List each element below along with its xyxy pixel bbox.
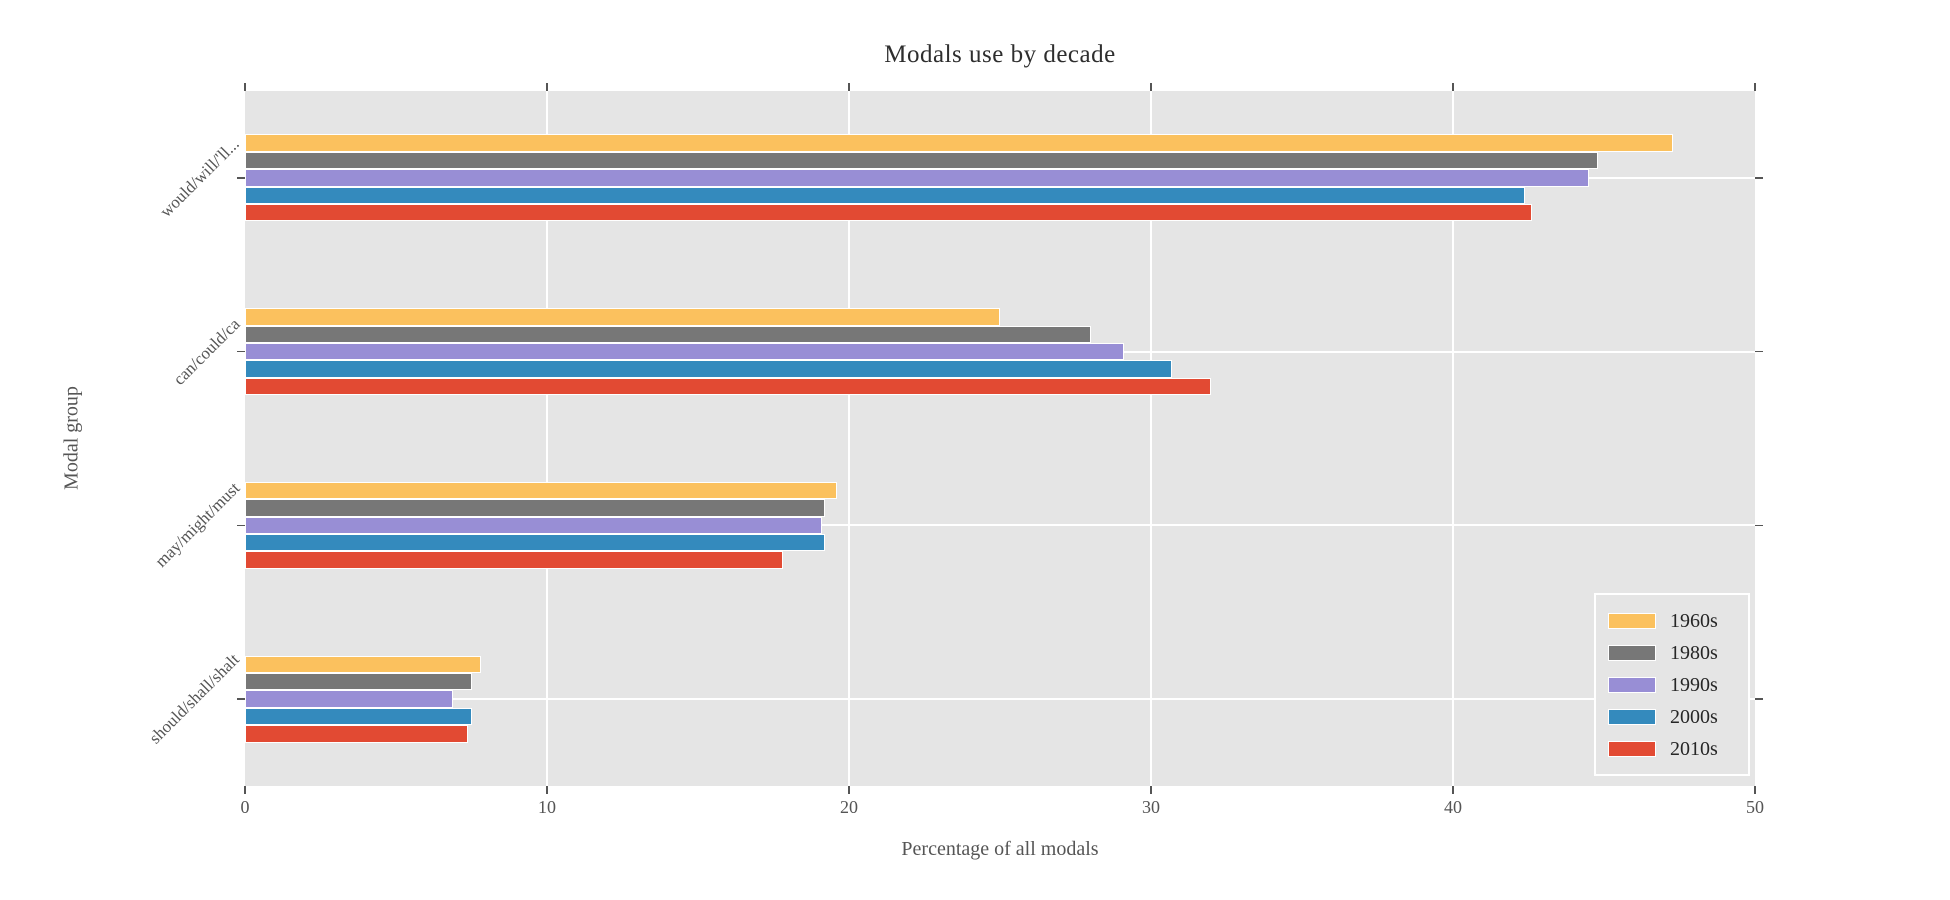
x-tick [1150, 83, 1152, 91]
bar-2000s [245, 707, 472, 726]
y-tick [1755, 177, 1763, 179]
x-tick [244, 786, 246, 794]
bar-2000s [245, 186, 1526, 204]
legend-label: 2010s [1670, 737, 1718, 760]
plot-area [245, 91, 1755, 786]
bar-2010s [245, 551, 783, 569]
bar-2010s [245, 725, 469, 743]
bar-1980s [245, 151, 1598, 170]
x-axis-label: Percentage of all modals [901, 838, 1099, 860]
x-tick-label: 50 [1746, 797, 1764, 817]
bar-1960s [245, 481, 837, 500]
x-tick [848, 83, 850, 91]
x-tick-label: 0 [240, 797, 250, 817]
gridline-x-30 [1150, 91, 1152, 786]
x-tick [244, 83, 246, 91]
legend-item-1990s: 1990s [1608, 669, 1748, 701]
legend-item-1980s: 1980s [1608, 637, 1748, 669]
bar-2010s [245, 203, 1532, 222]
category-label: should/shall/shalt [145, 649, 244, 748]
x-tick [1150, 786, 1152, 794]
x-tick-label: 40 [1444, 797, 1462, 817]
x-tick [1452, 786, 1454, 794]
x-tick [546, 786, 548, 794]
legend-item-2010s: 2010s [1608, 733, 1748, 765]
category-label: would/will/'ll... [156, 134, 244, 221]
category-label: can/could/ca [169, 314, 244, 389]
legend-item-1960s: 1960s [1608, 605, 1748, 637]
x-tick [546, 83, 548, 91]
legend-swatch-1980s [1608, 645, 1656, 661]
gridline-x-40 [1452, 91, 1454, 786]
x-tick [1754, 786, 1756, 794]
bar-1990s [245, 169, 1589, 187]
y-tick [1755, 524, 1763, 527]
legend-label: 1960s [1670, 609, 1718, 632]
y-tick [237, 177, 245, 179]
y-tick [237, 350, 245, 353]
bar-1980s [245, 673, 472, 691]
legend-label: 1990s [1670, 673, 1718, 696]
bar-2010s [245, 377, 1212, 396]
legend-swatch-1990s [1608, 677, 1656, 693]
gridline-y [245, 698, 1755, 701]
legend: 1960s 1980s 1990s 2000s 2010s [1594, 593, 1750, 776]
y-axis-label: Modal group [60, 386, 83, 490]
legend-item-2000s: 2000s [1608, 701, 1748, 733]
bar-2000s [245, 360, 1173, 378]
y-tick [1755, 350, 1763, 353]
legend-swatch-2000s [1608, 709, 1656, 725]
bar-1990s [245, 690, 454, 708]
x-tick-label: 20 [840, 797, 858, 817]
x-tick-label: 30 [1142, 797, 1160, 817]
x-tick [1754, 83, 1756, 91]
bar-1990s [245, 342, 1124, 361]
category-label: may/might/must [151, 478, 244, 572]
x-tick [848, 786, 850, 794]
legend-swatch-1960s [1608, 613, 1656, 629]
y-tick [237, 524, 245, 527]
gridline-x-20 [848, 91, 850, 786]
legend-label: 1980s [1670, 641, 1718, 664]
bar-1990s [245, 516, 822, 535]
bar-1960s [245, 655, 481, 674]
x-tick-label: 10 [538, 797, 556, 817]
bar-1980s [245, 325, 1091, 343]
y-tick [237, 698, 245, 700]
gridline-x-10 [546, 91, 548, 786]
bar-1960s [245, 134, 1674, 152]
bar-1960s [245, 308, 1000, 326]
bar-2000s [245, 534, 825, 552]
x-tick [1452, 83, 1454, 91]
gridline-y [245, 524, 1755, 527]
legend-label: 2000s [1670, 705, 1718, 728]
y-tick [1755, 698, 1763, 700]
bar-1980s [245, 499, 825, 517]
chart-title: Modals use by decade [884, 41, 1116, 68]
legend-swatch-2010s [1608, 741, 1656, 757]
